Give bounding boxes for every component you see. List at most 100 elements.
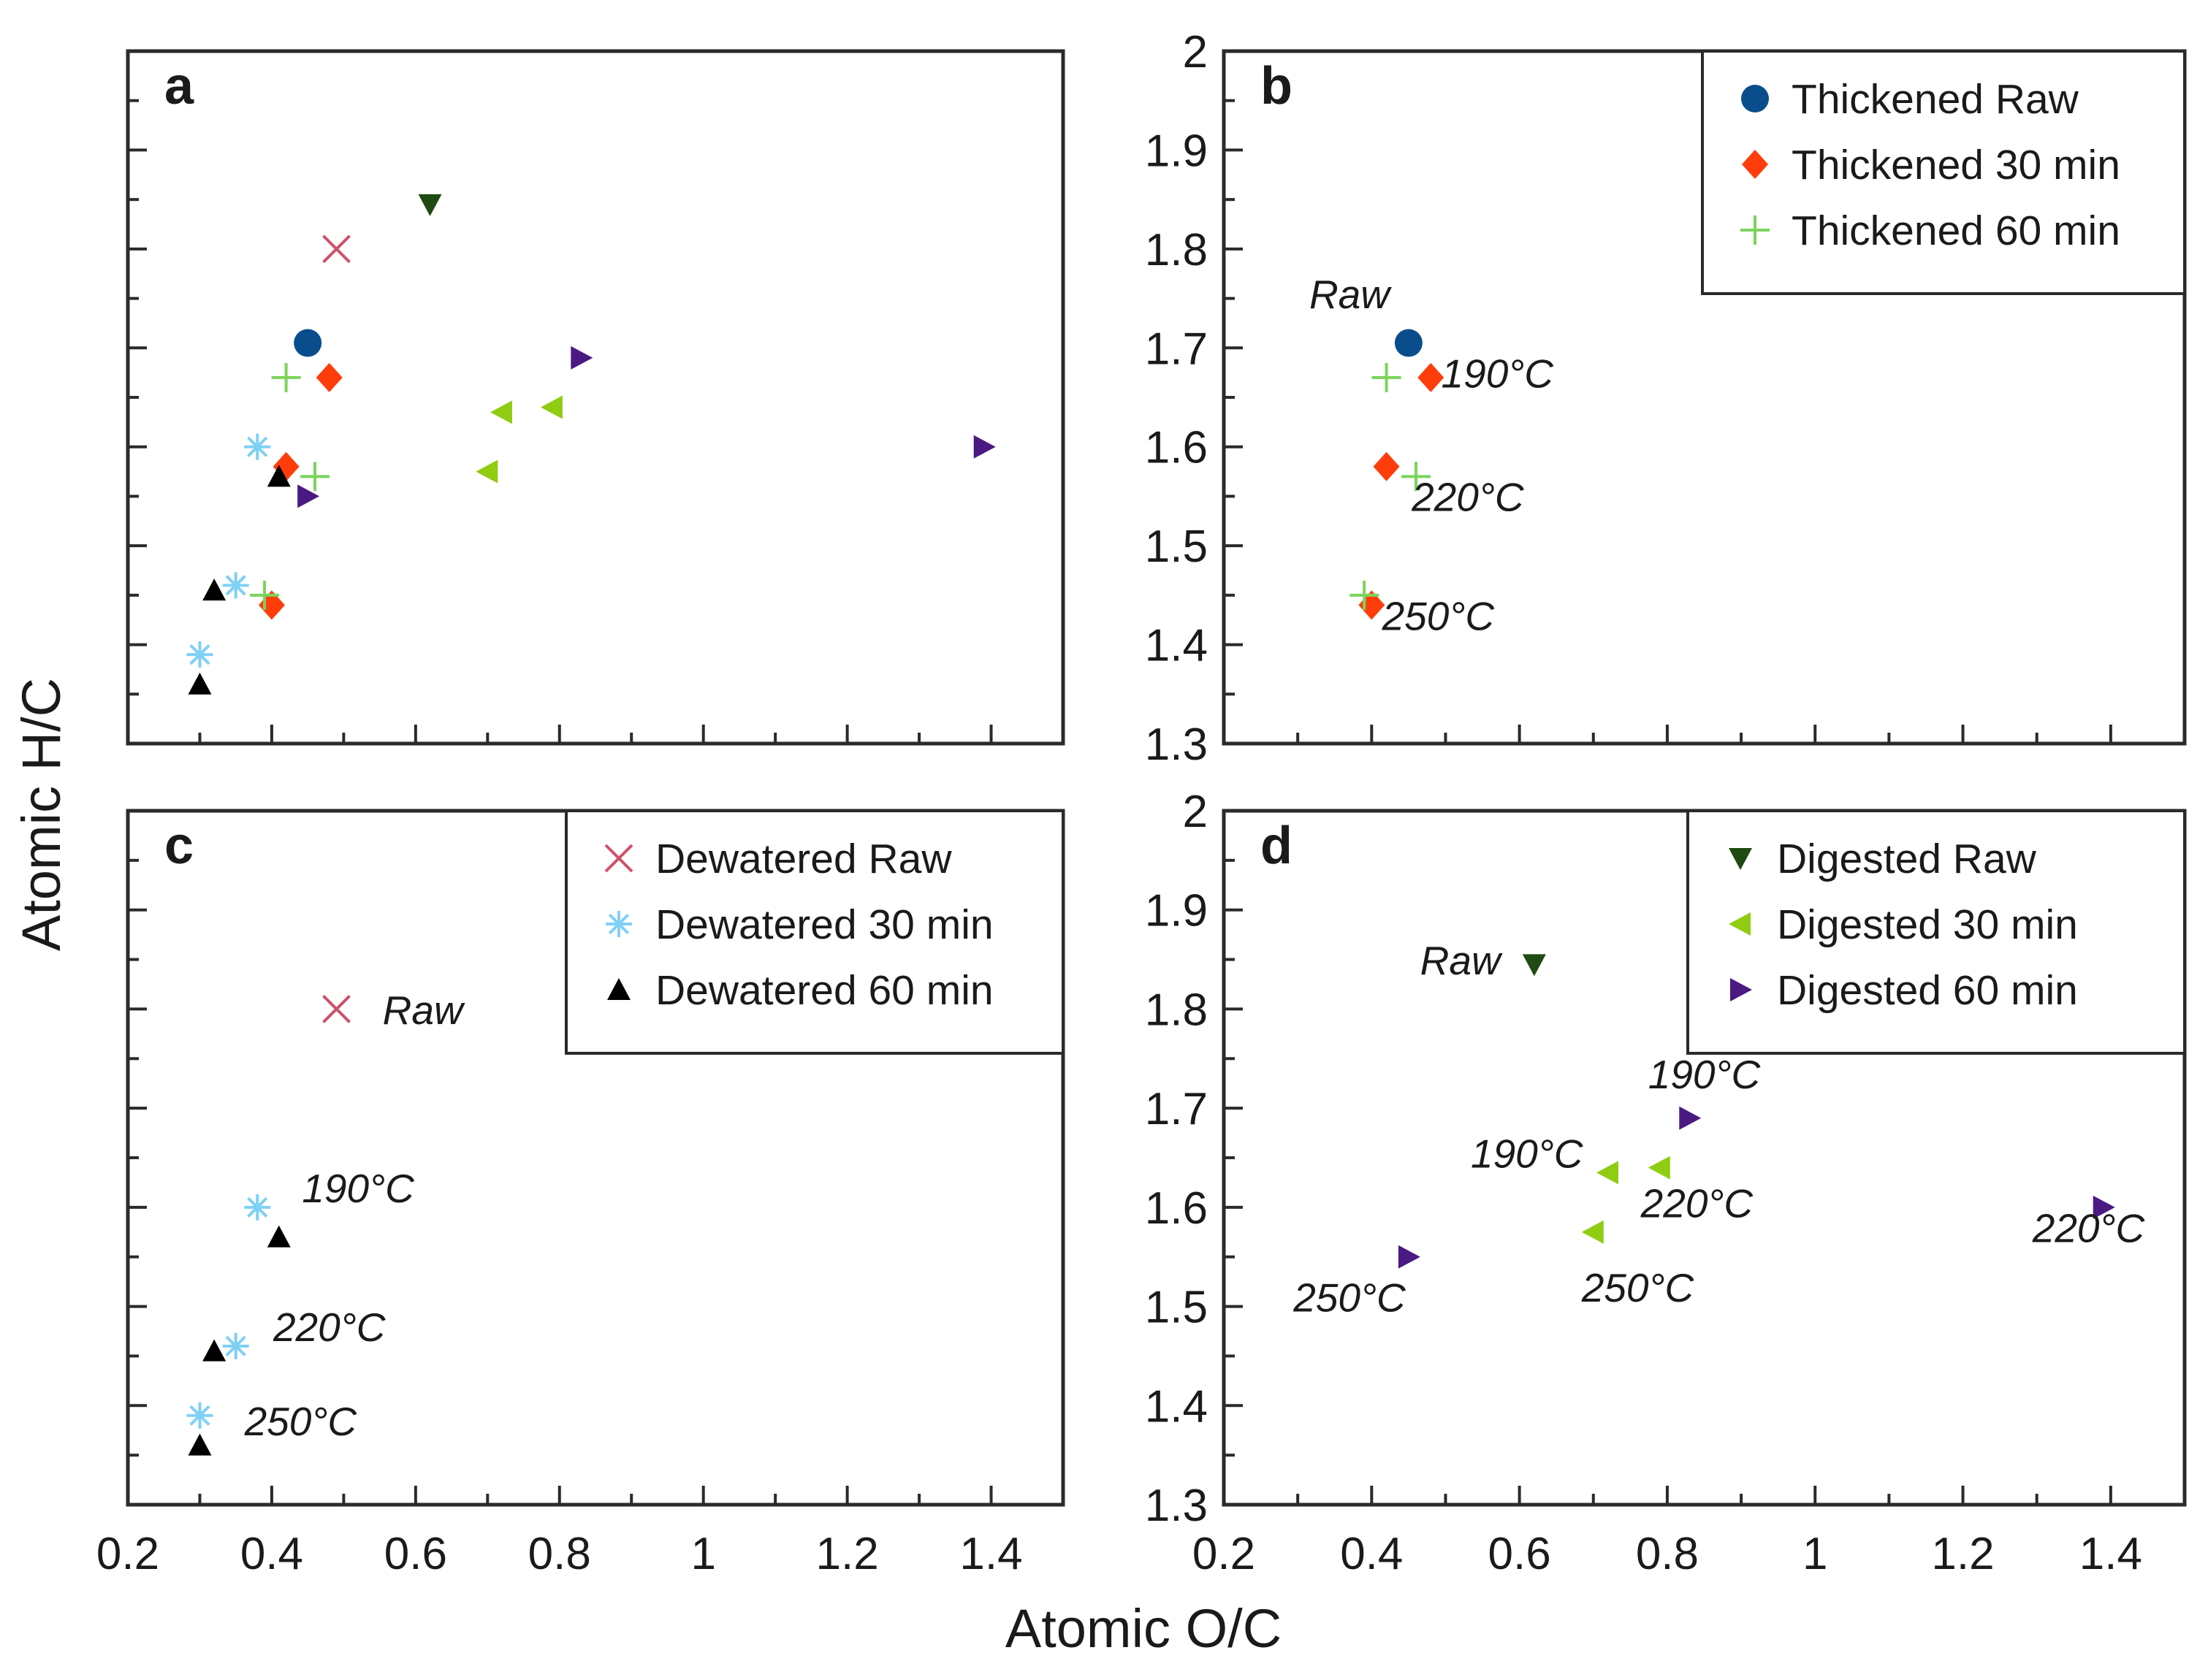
legend-label: Thickened Raw — [1792, 76, 2079, 123]
panel-letter: d — [1260, 817, 1293, 875]
data-point — [322, 234, 351, 264]
data-point — [490, 400, 512, 424]
series-thickened-60-min — [1349, 362, 1431, 610]
x-tick-label: 0.2 — [96, 1529, 159, 1579]
data-point — [973, 435, 996, 459]
legend-marker — [604, 844, 633, 873]
x-tick-label: 0.4 — [1340, 1529, 1403, 1579]
data-point — [322, 995, 351, 1023]
legend-label: Digested 30 min — [1777, 901, 2078, 948]
y-tick-label: 1.9 — [1145, 126, 1208, 176]
y-tick-label: 1.9 — [1145, 886, 1208, 936]
data-point — [188, 672, 212, 695]
panels-layer: a 1.3 1.4 1.5 1.6 1.7 1.8 1.9 2 b Raw 190°C 220°C 250… — [96, 27, 2187, 1579]
temperature-label: Raw — [1420, 938, 1503, 983]
y-axis-title: Atomic H/C — [11, 678, 72, 951]
y-tick-label: 1.6 — [1145, 423, 1208, 473]
panel-letter: c — [164, 817, 194, 875]
data-point — [1394, 329, 1423, 357]
x-tick-label: 1.2 — [1931, 1529, 1994, 1579]
y-tick-label: 2 — [1183, 27, 1208, 77]
series-thickened-raw — [294, 329, 322, 357]
y-tick-label: 1.4 — [1145, 1381, 1208, 1432]
data-point — [1522, 954, 1546, 977]
x-tick-label: 1 — [690, 1529, 715, 1579]
legend-item: Thickened 60 min — [1740, 207, 2120, 254]
temperature-label: 250°C — [244, 1399, 358, 1444]
x-tick-label: 0.6 — [384, 1529, 447, 1579]
series-dewatered-60-min — [188, 465, 291, 695]
legend-marker — [1742, 150, 1768, 179]
series-dewatered-raw — [322, 234, 351, 264]
temperature-label: 220°C — [1411, 475, 1525, 520]
legend-label: Dewatered 30 min — [655, 901, 994, 948]
data-point — [244, 433, 271, 460]
legend-marker — [1729, 912, 1751, 936]
y-tick-label: 1.4 — [1145, 621, 1208, 671]
y-tick-label: 1.5 — [1145, 1283, 1208, 1333]
data-point — [1417, 362, 1444, 392]
legend-item: Dewatered 30 min — [606, 901, 994, 948]
y-tick-label: 1.6 — [1145, 1183, 1208, 1234]
data-point — [188, 1433, 212, 1456]
data-point — [267, 465, 291, 487]
series-digested-raw — [418, 194, 442, 216]
data-point — [294, 329, 322, 357]
legend-marker — [1740, 215, 1770, 245]
data-point — [271, 362, 301, 392]
legend-item: Thickened Raw — [1741, 76, 2079, 123]
y-tick-label: 1.3 — [1145, 1481, 1208, 1531]
data-point — [316, 362, 343, 392]
x-tick-label: 1.4 — [2079, 1529, 2142, 1579]
y-tick-label: 1.8 — [1145, 985, 1208, 1035]
legend: Thickened Raw Thickened 30 min Thickened 6… — [1701, 50, 2186, 295]
data-point — [250, 580, 280, 610]
legend-item: Dewatered Raw — [604, 836, 952, 882]
data-point — [202, 1339, 226, 1362]
x-tick-label: 0.4 — [240, 1529, 303, 1579]
y-tick-label: 1.5 — [1145, 522, 1208, 572]
temperature-label: 190°C — [1442, 351, 1555, 396]
series-digested-30-min — [1581, 1156, 1670, 1244]
y-tick-label: 1.8 — [1145, 225, 1208, 275]
panel-letter: a — [164, 57, 194, 115]
legend-marker — [1741, 85, 1769, 112]
series-dewatered-raw — [322, 995, 351, 1023]
series-dewatered-30-min — [186, 433, 271, 668]
temperature-label: 250°C — [1581, 1265, 1695, 1310]
y-tick-label: 1.7 — [1145, 1084, 1208, 1134]
panel-letter: b — [1260, 57, 1293, 115]
temperature-label: 250°C — [1293, 1275, 1406, 1320]
legend-marker — [1729, 848, 1752, 870]
series-digested-60-min — [1398, 1106, 2115, 1269]
series-dewatered-30-min — [186, 1194, 271, 1429]
legend-marker — [1730, 978, 1752, 1001]
panel-frame — [126, 49, 1065, 746]
legend-item: Digested Raw — [1729, 836, 2037, 882]
data-point — [202, 579, 226, 601]
data-point — [1401, 462, 1431, 492]
x-tick-label: 1.4 — [959, 1529, 1022, 1579]
data-point — [244, 1194, 271, 1221]
legend-label: Thickened 60 min — [1792, 207, 2120, 254]
legend-label: Thickened 30 min — [1792, 142, 2120, 188]
x-tick-label: 0.8 — [1636, 1529, 1699, 1579]
data-point — [222, 572, 249, 599]
data-point — [186, 641, 213, 668]
data-point — [186, 1402, 213, 1429]
panel-b: 1.3 1.4 1.5 1.6 1.7 1.8 1.9 2 b Raw 190°C 220°C 250°… — [1145, 27, 2187, 770]
data-point — [222, 1332, 249, 1359]
temperature-label: Raw — [383, 988, 465, 1033]
series-thickened-raw — [1394, 329, 1423, 357]
legend-label: Dewatered Raw — [655, 836, 952, 882]
data-point — [476, 459, 498, 484]
data-point — [1581, 1220, 1604, 1244]
data-point — [267, 1225, 291, 1248]
legend-label: Digested Raw — [1777, 836, 2037, 882]
legend-item: Dewatered 60 min — [607, 967, 994, 1014]
x-axis-title: Atomic O/C — [1005, 1598, 1282, 1659]
series-digested-raw — [1522, 954, 1546, 977]
x-tick-label: 0.8 — [528, 1529, 591, 1579]
panel-a: a — [126, 49, 1065, 746]
